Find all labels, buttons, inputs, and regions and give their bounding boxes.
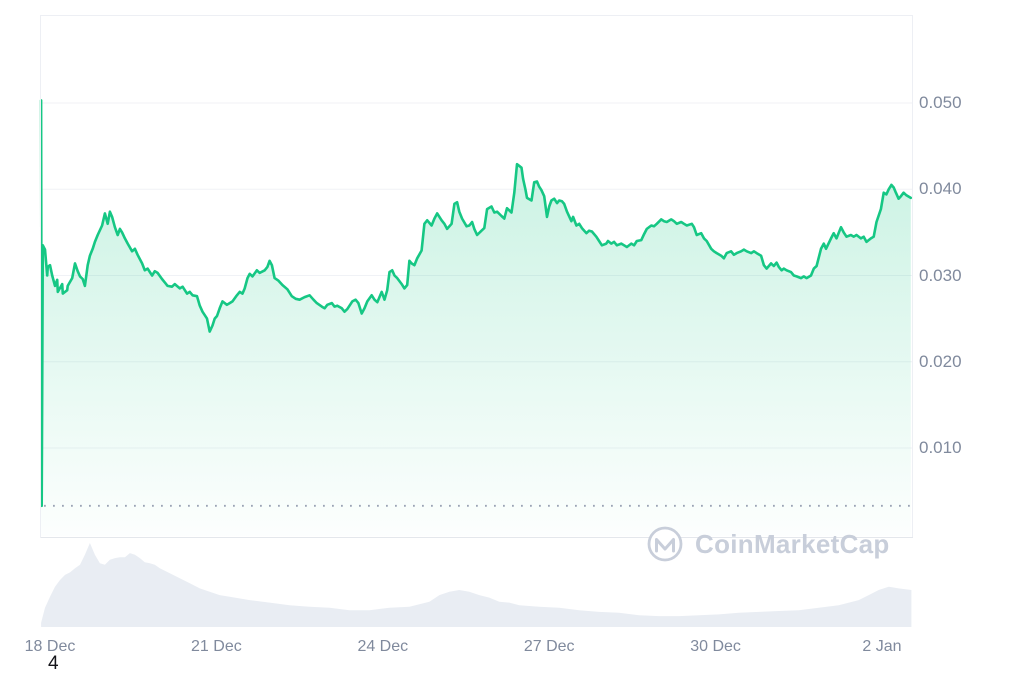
x-axis-tick-label: 30 Dec xyxy=(690,638,741,655)
y-axis-tick-label: 0.010 xyxy=(919,438,962,457)
price-area-fill xyxy=(41,100,911,537)
x-axis-tick-label: 21 Dec xyxy=(191,638,242,655)
x-axis-tick-label: 18 Dec xyxy=(24,638,76,655)
stray-text: 4 xyxy=(48,653,59,674)
price-line xyxy=(39,99,913,508)
coinmarketcap-watermark-text: CoinMarketCap xyxy=(695,528,890,559)
y-axis-tick-label: 0.020 xyxy=(919,351,962,371)
x-axis-tick-label: 24 Dec xyxy=(357,638,409,655)
y-axis-tick-label: 0.030 xyxy=(919,265,962,285)
y-axis-tick-label: 0.040 xyxy=(919,179,962,199)
coinmarketcap-watermark: CoinMarketCap xyxy=(645,524,890,564)
x-axis-tick-label: 27 Dec xyxy=(523,638,575,655)
y-axis-tick-label: 0.050 xyxy=(919,93,962,112)
volume-navigator-area xyxy=(41,543,912,627)
x-axis-tick-label: 2 Jan xyxy=(862,638,902,655)
coinmarketcap-logo-icon xyxy=(647,526,683,562)
